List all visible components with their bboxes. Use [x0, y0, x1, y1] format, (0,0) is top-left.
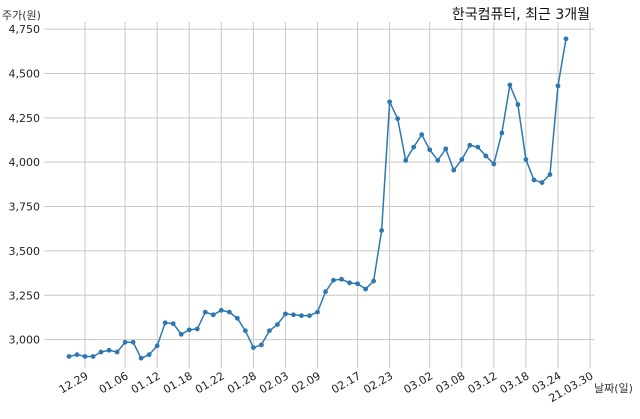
price-point: [90, 354, 96, 359]
x-tick-label: 03.12: [466, 369, 500, 396]
x-tick-label: 03.02: [401, 369, 435, 396]
price-series: [66, 36, 569, 361]
x-tick-label: 01.28: [225, 369, 259, 396]
x-tick-label: 12.29: [57, 369, 91, 396]
price-point: [347, 280, 352, 286]
price-point: [459, 157, 465, 162]
price-point: [331, 277, 336, 283]
price-point: [555, 83, 561, 89]
price-point: [539, 180, 545, 185]
price-point: [563, 36, 569, 42]
x-tick-label: 01.18: [161, 369, 195, 396]
price-point: [98, 349, 104, 355]
price-point: [258, 342, 264, 348]
price-point: [547, 172, 553, 177]
price-point: [218, 307, 224, 313]
price-point: [130, 339, 136, 345]
price-point: [275, 322, 280, 327]
y-tick-label: 3,000: [9, 334, 41, 347]
price-point: [523, 157, 529, 162]
x-tick-label: 01.22: [193, 369, 227, 396]
price-point: [355, 281, 360, 287]
x-tick-label: 02.03: [257, 369, 291, 396]
price-point: [234, 315, 240, 321]
price-point: [323, 289, 328, 295]
price-point: [387, 99, 393, 105]
price-point: [339, 276, 344, 282]
price-point: [106, 347, 112, 353]
price-point: [379, 228, 385, 233]
price-point: [186, 327, 192, 333]
price-point: [371, 278, 377, 284]
y-tick-label: 3,500: [9, 245, 41, 258]
price-point: [419, 132, 425, 138]
price-point: [283, 311, 288, 317]
x-tick-label: 02.23: [361, 369, 395, 396]
price-point: [267, 328, 272, 334]
x-axis-label: 날짜(일): [594, 381, 633, 395]
y-tick-label: 4,750: [9, 23, 41, 36]
price-point: [146, 352, 152, 358]
price-point: [363, 286, 368, 292]
x-tick-label: 03.18: [498, 369, 532, 396]
price-point: [74, 352, 80, 358]
price-point: [451, 167, 457, 173]
price-point: [315, 309, 320, 315]
price-point: [299, 313, 304, 319]
price-point: [427, 147, 433, 153]
price-point: [443, 146, 449, 152]
x-tick-label: 02.17: [329, 369, 363, 396]
price-point: [435, 158, 441, 163]
price-point: [411, 144, 417, 150]
x-axis: 12.29 01.0601.1201.1801.2201.2802.0302.09…: [57, 369, 596, 405]
price-point: [82, 354, 88, 359]
y-tick-label: 4,500: [9, 67, 41, 80]
y-tick-label: 3,250: [9, 289, 41, 302]
price-point: [395, 116, 401, 122]
y-axis: 3,000 3,250 3,500 3,750 4,000 4,250 4,500 4,750: [9, 23, 41, 347]
price-point: [138, 355, 144, 361]
x-tick-label: 03.08: [434, 369, 468, 396]
price-point: [507, 82, 513, 88]
price-point: [162, 320, 168, 326]
price-point: [202, 309, 208, 315]
price-point: [178, 331, 184, 337]
y-axis-label: 주가(원): [2, 9, 41, 22]
price-point: [242, 328, 248, 334]
price-point: [491, 161, 497, 167]
price-point: [66, 354, 72, 359]
price-point: [483, 153, 489, 159]
price-point: [194, 326, 200, 332]
price-point: [250, 345, 256, 350]
price-point: [499, 130, 505, 136]
price-point: [122, 339, 128, 345]
price-point: [467, 142, 473, 148]
price-point: [291, 312, 296, 318]
y-tick-label: 4,000: [9, 156, 41, 169]
price-point: [210, 312, 216, 318]
y-tick-label: 4,250: [9, 112, 41, 125]
y-tick-label: 3,750: [9, 201, 41, 214]
price-point: [114, 349, 120, 355]
price-point: [515, 102, 521, 107]
x-tick-label: 01.12: [129, 369, 163, 396]
price-point: [403, 158, 409, 163]
price-point: [154, 343, 160, 349]
chart-title: 한국컴퓨터, 최근 3개월: [452, 7, 590, 23]
x-tick-label: 01.06: [97, 369, 131, 396]
price-point: [170, 321, 176, 327]
price-point: [531, 177, 537, 183]
price-point: [475, 144, 481, 150]
price-point: [226, 309, 232, 315]
price-point: [307, 313, 312, 319]
x-tick-label: 02.09: [289, 369, 323, 396]
grid-lines: [44, 22, 594, 368]
